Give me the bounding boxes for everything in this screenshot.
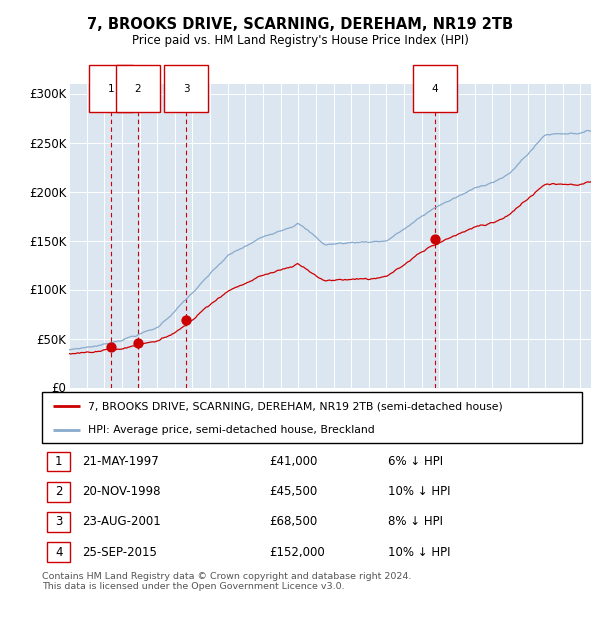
Text: 10% ↓ HPI: 10% ↓ HPI (388, 546, 450, 559)
Text: 20-NOV-1998: 20-NOV-1998 (83, 485, 161, 498)
Text: 2: 2 (55, 485, 62, 498)
Text: 4: 4 (431, 84, 438, 94)
FancyBboxPatch shape (47, 542, 70, 562)
Text: 6% ↓ HPI: 6% ↓ HPI (388, 455, 443, 468)
FancyBboxPatch shape (47, 452, 70, 471)
Text: £68,500: £68,500 (269, 515, 317, 528)
FancyBboxPatch shape (47, 512, 70, 532)
Point (181, 316, 191, 326)
Text: 25-SEP-2015: 25-SEP-2015 (83, 546, 157, 559)
FancyBboxPatch shape (47, 482, 70, 502)
Text: £152,000: £152,000 (269, 546, 325, 559)
Text: 21-MAY-1997: 21-MAY-1997 (83, 455, 159, 468)
Text: 1: 1 (55, 455, 62, 468)
Text: Contains HM Land Registry data © Crown copyright and database right 2024.
This d: Contains HM Land Registry data © Crown c… (42, 572, 412, 591)
Point (106, 342, 116, 352)
Text: £41,000: £41,000 (269, 455, 317, 468)
Point (133, 338, 143, 348)
Text: Price paid vs. HM Land Registry's House Price Index (HPI): Price paid vs. HM Land Registry's House … (131, 34, 469, 47)
Text: 10% ↓ HPI: 10% ↓ HPI (388, 485, 450, 498)
Text: £45,500: £45,500 (269, 485, 317, 498)
Text: 3: 3 (55, 515, 62, 528)
Text: 7, BROOKS DRIVE, SCARNING, DEREHAM, NR19 2TB: 7, BROOKS DRIVE, SCARNING, DEREHAM, NR19… (87, 17, 513, 32)
Text: 2: 2 (134, 84, 141, 94)
Text: HPI: Average price, semi-detached house, Breckland: HPI: Average price, semi-detached house,… (88, 425, 374, 435)
Text: 4: 4 (55, 546, 62, 559)
Text: 3: 3 (183, 84, 190, 94)
Text: 1: 1 (107, 84, 114, 94)
Text: 23-AUG-2001: 23-AUG-2001 (83, 515, 161, 528)
Text: 7, BROOKS DRIVE, SCARNING, DEREHAM, NR19 2TB (semi-detached house): 7, BROOKS DRIVE, SCARNING, DEREHAM, NR19… (88, 401, 503, 411)
Point (430, 234, 439, 244)
Text: 8% ↓ HPI: 8% ↓ HPI (388, 515, 443, 528)
